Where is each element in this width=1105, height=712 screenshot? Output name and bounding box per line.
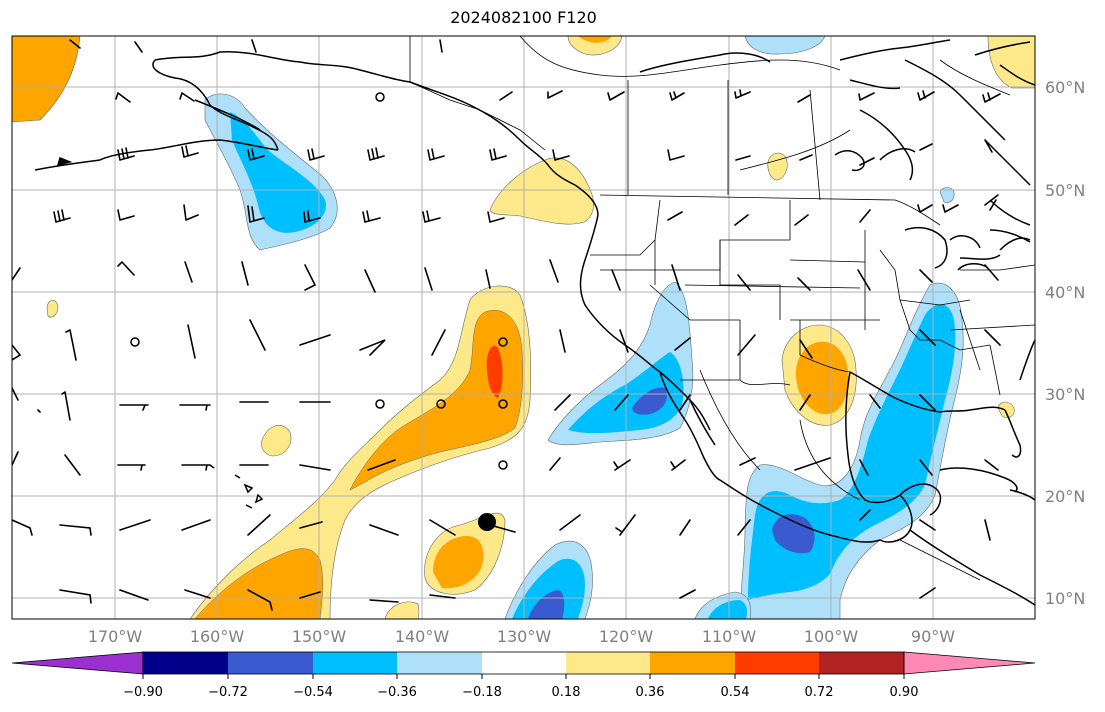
positive-anomaly-region	[433, 535, 484, 589]
positive-anomaly-region	[567, 36, 623, 56]
political-boundaries	[409, 36, 1035, 581]
positive-anomaly-region	[489, 157, 594, 225]
lon-label: 150°W	[292, 627, 347, 646]
latitude-labels: 60°N 50°N 40°N 30°N 20°N 10°N	[1045, 78, 1085, 608]
storm-position-marker	[478, 513, 496, 531]
positive-anomaly-region	[767, 152, 788, 181]
negative-anomaly-region	[528, 590, 565, 619]
colorbar-extend-right	[903, 651, 1036, 675]
colorbar-extend-left	[11, 651, 144, 675]
negative-anomaly-region	[230, 112, 326, 233]
positive-anomaly-region	[384, 601, 420, 619]
longitude-labels: 170°W 160°W 150°W 140°W 130°W 120°W 110°…	[88, 627, 955, 646]
negative-anomaly-region	[512, 558, 585, 619]
positive-anomaly-region	[261, 425, 292, 457]
negative-anomaly-region	[744, 36, 826, 55]
colorbar-bin	[228, 652, 313, 674]
lon-label: 140°W	[395, 627, 450, 646]
colorbar-tick-label: 0.36	[636, 685, 665, 700]
colorbar-tick-label: −0.18	[462, 685, 502, 700]
wind-barbs	[12, 39, 1001, 611]
lat-label: 60°N	[1045, 78, 1085, 97]
colorbar-tick-label: −0.36	[377, 685, 417, 700]
colorbar-bin	[819, 652, 904, 674]
colorbar-bin	[735, 652, 819, 674]
lon-label: 90°W	[911, 627, 955, 646]
map-gridlines	[12, 36, 1035, 619]
lat-label: 30°N	[1045, 385, 1085, 404]
positive-anomaly-region	[189, 285, 531, 619]
coastlines	[34, 39, 1035, 606]
positive-anomaly-region	[194, 548, 323, 619]
lon-label: 160°W	[190, 627, 245, 646]
lat-label: 50°N	[1045, 181, 1085, 200]
colorbar-tick-label: 0.54	[721, 685, 750, 700]
colorbar-tick-label: −0.90	[123, 685, 163, 700]
lat-label: 10°N	[1045, 589, 1085, 608]
colorbar-tick-label: 0.90	[890, 685, 919, 700]
positive-anomaly-region	[578, 36, 612, 43]
positive-anomaly-region	[987, 36, 1035, 89]
lat-label: 40°N	[1045, 283, 1085, 302]
lon-label: 130°W	[497, 627, 552, 646]
anomaly-shading	[12, 36, 1035, 619]
negative-anomaly-region	[939, 187, 955, 203]
colorbar-bin	[143, 652, 228, 674]
lon-label: 100°W	[804, 627, 859, 646]
colorbar-tick-label: −0.54	[293, 685, 333, 700]
negative-anomaly-region	[772, 514, 815, 554]
colorbar-bin	[482, 652, 566, 674]
calm-wind-circles	[130, 92, 508, 470]
colorbar: −0.90 −0.72 −0.54 −0.36 −0.18 0.18 0.36 …	[11, 651, 1036, 700]
negative-anomaly-region	[708, 600, 748, 619]
lon-label: 170°W	[88, 627, 143, 646]
lat-label: 20°N	[1045, 487, 1085, 506]
colorbar-tick-label: −0.72	[208, 685, 248, 700]
lon-label: 110°W	[702, 627, 757, 646]
colorbar-bin	[313, 652, 397, 674]
colorbar-tick-label: 0.18	[552, 685, 581, 700]
positive-anomaly-region	[349, 310, 523, 491]
colorbar-bin	[397, 652, 482, 674]
colorbar-bin	[566, 652, 650, 674]
map-frame	[11, 35, 1036, 620]
positive-anomaly-region	[46, 299, 59, 318]
positive-anomaly-region	[997, 401, 1015, 418]
map-title: 2024082100 F120	[450, 8, 597, 27]
positive-anomaly-region	[18, 36, 60, 98]
colorbar-bin	[650, 652, 735, 674]
colorbar-tick-label: 0.72	[805, 685, 834, 700]
positive-anomaly-region	[486, 345, 503, 398]
lon-label: 120°W	[599, 627, 654, 646]
